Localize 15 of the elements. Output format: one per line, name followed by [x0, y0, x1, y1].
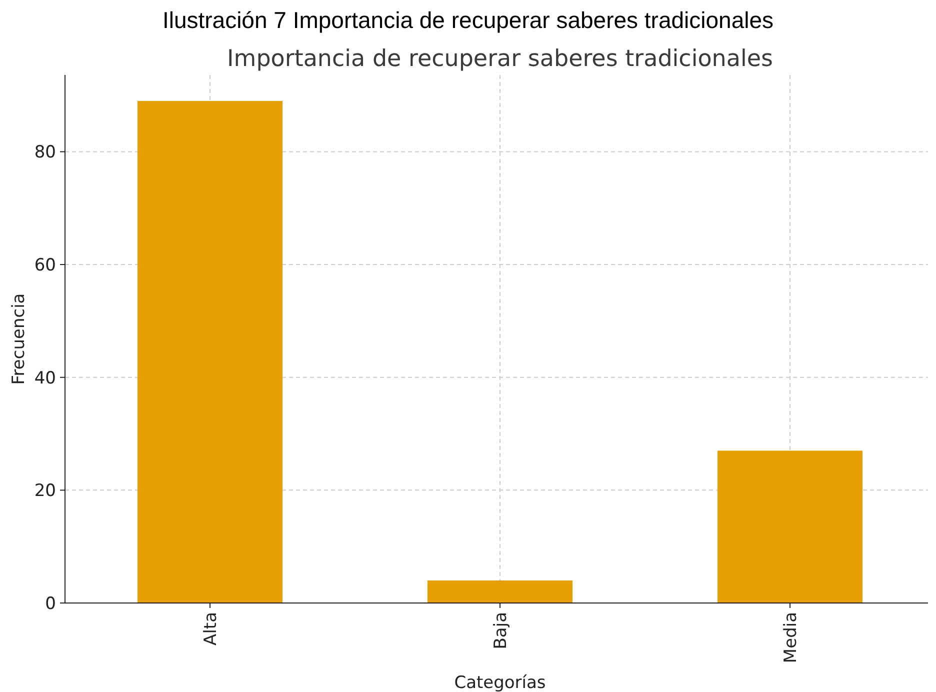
x-tick-label: Alta: [200, 612, 221, 646]
x-tick-label: Baja: [490, 612, 511, 650]
y-tick-label: 0: [45, 594, 56, 614]
chart-title: Ilustración 7 Importancia de recuperar saberes tradicionales: [162, 7, 774, 33]
x-tick-label: Media: [780, 612, 801, 664]
bar: [138, 100, 282, 603]
y-tick-label: 20: [34, 481, 56, 502]
x-axis-title: Categorías: [454, 673, 546, 692]
chart-subtitle: Importancia de recuperar saberes tradicionales: [227, 46, 773, 72]
y-axis-title: Frecuencia: [9, 293, 29, 385]
bar: [428, 580, 572, 603]
y-tick-label: 80: [34, 142, 56, 163]
y-tick-label: 40: [34, 368, 56, 388]
y-tick-label: 60: [34, 255, 56, 276]
bar: [718, 450, 862, 603]
